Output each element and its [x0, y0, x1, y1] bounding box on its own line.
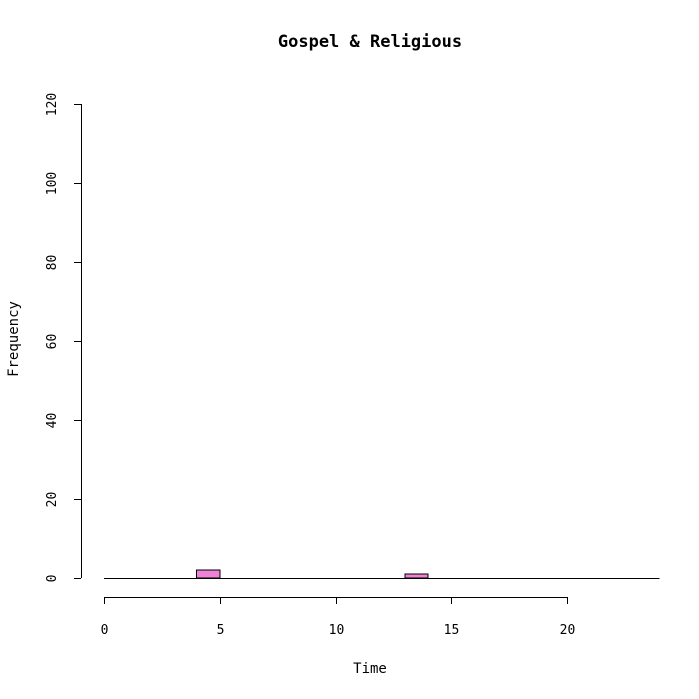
x-tick-label: 10 [329, 623, 345, 638]
y-tick-label: 20 [45, 492, 60, 508]
y-tick-label: 40 [45, 413, 60, 429]
x-axis: 0 5 10 15 20 [101, 597, 576, 638]
y-tick-label: 60 [45, 334, 60, 350]
x-tick-label: 15 [444, 623, 460, 638]
x-axis-label: Time [353, 661, 387, 677]
y-tick-label: 100 [45, 172, 60, 195]
bars-group [104, 569, 660, 579]
y-tick-label: 80 [45, 255, 60, 271]
x-tick-label: 5 [217, 623, 225, 638]
y-tick-label: 120 [45, 93, 60, 116]
y-axis: 0 20 40 60 80 100 120 [45, 93, 82, 583]
histogram-bar [196, 569, 221, 579]
x-tick-label: 20 [560, 623, 576, 638]
chart-title: Gospel & Religious [278, 32, 462, 52]
histogram-bar [404, 573, 429, 579]
y-axis-label: Frequency [6, 301, 22, 377]
y-tick-label: 0 [45, 575, 60, 583]
x-tick-label: 0 [101, 623, 109, 638]
